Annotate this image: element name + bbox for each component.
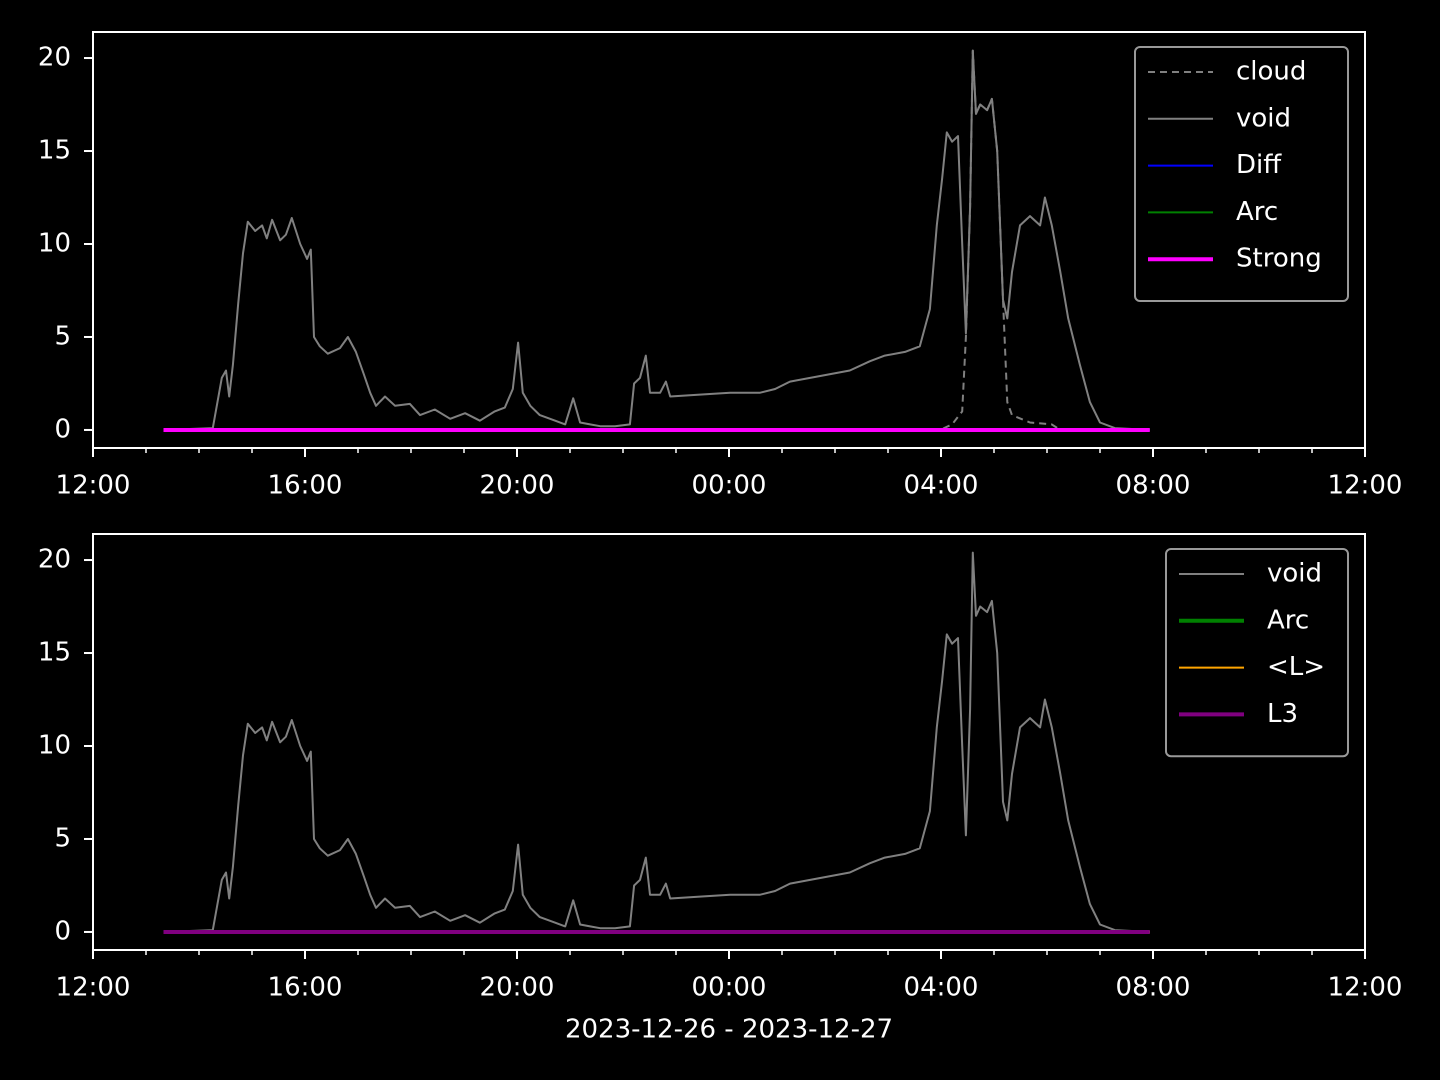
line-series [163,49,1150,431]
legend-box [1165,548,1349,758]
x-tick-label: 12:00 [1328,471,1403,501]
x-tick-label: 04:00 [904,471,979,501]
x-tick-label: 12:00 [56,471,131,501]
legend-label: Strong [1236,244,1322,274]
y-tick-label: 0 [54,414,71,444]
x-axis-label: 2023-12-26 - 2023-12-27 [565,1015,893,1045]
axes: 12:00 16:00 20:00 00:00 04:00 08:00 12:00 0 5 10 1… [38,31,1403,501]
y-tick-label: 20 [38,43,71,73]
x-tick-label: 08:00 [1116,471,1191,501]
plot-area [163,49,1150,432]
legend-label: Arc [1236,197,1278,227]
line-series [163,551,1150,933]
legend: cloud void Diff Arc Strong [1134,46,1349,302]
y-tick-label: 5 [54,321,71,351]
y-tick-label: 15 [38,136,71,166]
y-tick-label: 10 [38,228,71,258]
x-tick-label: 00:00 [692,973,767,1003]
x-tick-label: 08:00 [1116,973,1191,1003]
plot-area [163,551,1150,934]
x-tick-label: 20:00 [480,471,555,501]
y-tick-label: 5 [54,823,71,853]
x-tick-label: 20:00 [480,973,555,1003]
x-tick-label: 12:00 [1328,973,1403,1003]
x-tick-label: 12:00 [56,973,131,1003]
y-tick-label: 10 [38,730,71,760]
legend-label: cloud [1236,57,1306,87]
x-tick-label: 16:00 [268,973,343,1003]
x-tick-label: 04:00 [904,973,979,1003]
y-tick-label: 15 [38,638,71,668]
legend-label: Arc [1267,605,1309,635]
legend-label: void [1267,559,1322,589]
legend-box [1134,46,1349,302]
y-tick-label: 20 [38,545,71,575]
legend-label: Diff [1236,150,1282,180]
legend: void Arc <L> L3 [1165,548,1349,758]
legend-label: <L> [1267,652,1325,682]
axes: 12:00 16:00 20:00 00:00 04:00 08:00 12:00 0 5 10 1… [38,533,1403,1045]
x-tick-label: 16:00 [268,471,343,501]
legend-label: L3 [1267,699,1298,729]
x-tick-label: 00:00 [692,471,767,501]
y-tick-label: 0 [54,916,71,946]
legend-label: void [1236,103,1291,133]
